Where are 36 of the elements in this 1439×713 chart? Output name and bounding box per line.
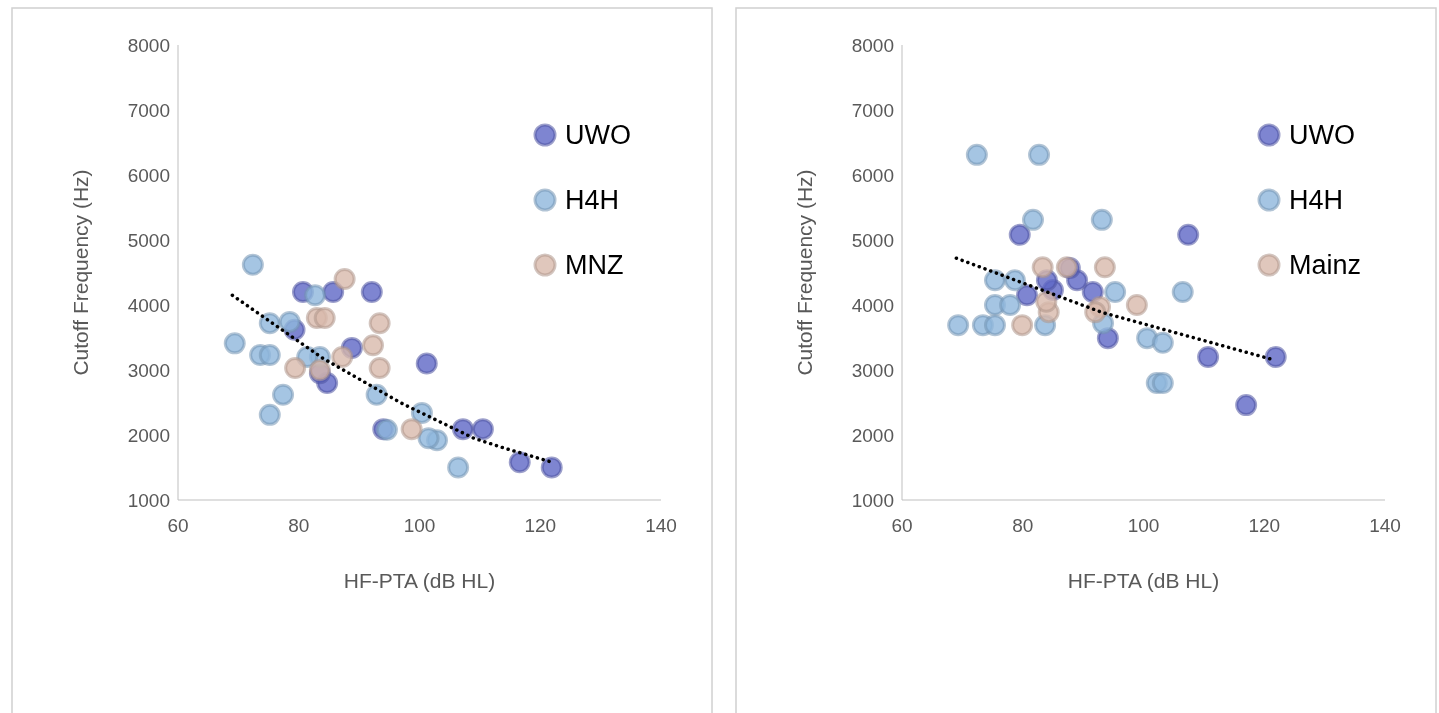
y-tick-label: 7000 xyxy=(127,99,170,121)
y-tick-label: 4000 xyxy=(851,294,894,316)
y-tick-label: 5000 xyxy=(127,229,170,251)
legend-label: Mainz xyxy=(1289,250,1362,281)
y-tick-label: 2000 xyxy=(851,424,894,446)
y-tick-label: 6000 xyxy=(127,164,170,186)
y-tick-label: 6000 xyxy=(851,164,894,186)
x-tick-label: 140 xyxy=(645,515,677,536)
x-tick-label: 60 xyxy=(891,515,913,536)
y-tick-label: 8000 xyxy=(127,34,170,56)
legend-label: H4H xyxy=(565,185,620,216)
x-tick-label: 60 xyxy=(167,515,189,536)
legend-label: MNZ xyxy=(565,250,624,281)
y-tick-label: 7000 xyxy=(851,99,894,121)
y-tick-label: 3000 xyxy=(851,359,894,381)
legend-label: UWO xyxy=(1289,120,1355,151)
y-tick-label: 2000 xyxy=(127,424,170,446)
y-tick-label: 1000 xyxy=(127,489,170,511)
legend-label: UWO xyxy=(565,120,631,151)
x-tick-label: 120 xyxy=(1248,515,1281,536)
x-tick-label: 100 xyxy=(1127,515,1160,536)
x-tick-label: 80 xyxy=(1012,515,1034,536)
x-tick-label: 140 xyxy=(1369,515,1401,536)
x-tick-label: 100 xyxy=(403,515,436,536)
y-tick-label: 3000 xyxy=(127,359,170,381)
y-tick-label: 4000 xyxy=(127,294,170,316)
x-tick-label: 80 xyxy=(288,515,310,536)
y-tick-label: 1000 xyxy=(851,489,894,511)
x-axis-title: HF-PTA (dB HL) xyxy=(1067,569,1220,592)
y-axis-title: Cutoff Frequency (Hz) xyxy=(69,169,92,376)
x-axis-title: HF-PTA (dB HL) xyxy=(343,569,496,592)
y-tick-label: 8000 xyxy=(851,34,894,56)
y-tick-label: 5000 xyxy=(851,229,894,251)
x-tick-label: 120 xyxy=(524,515,557,536)
legend-label: H4H xyxy=(1289,185,1344,216)
y-axis-title: Cutoff Frequency (Hz) xyxy=(793,169,816,376)
